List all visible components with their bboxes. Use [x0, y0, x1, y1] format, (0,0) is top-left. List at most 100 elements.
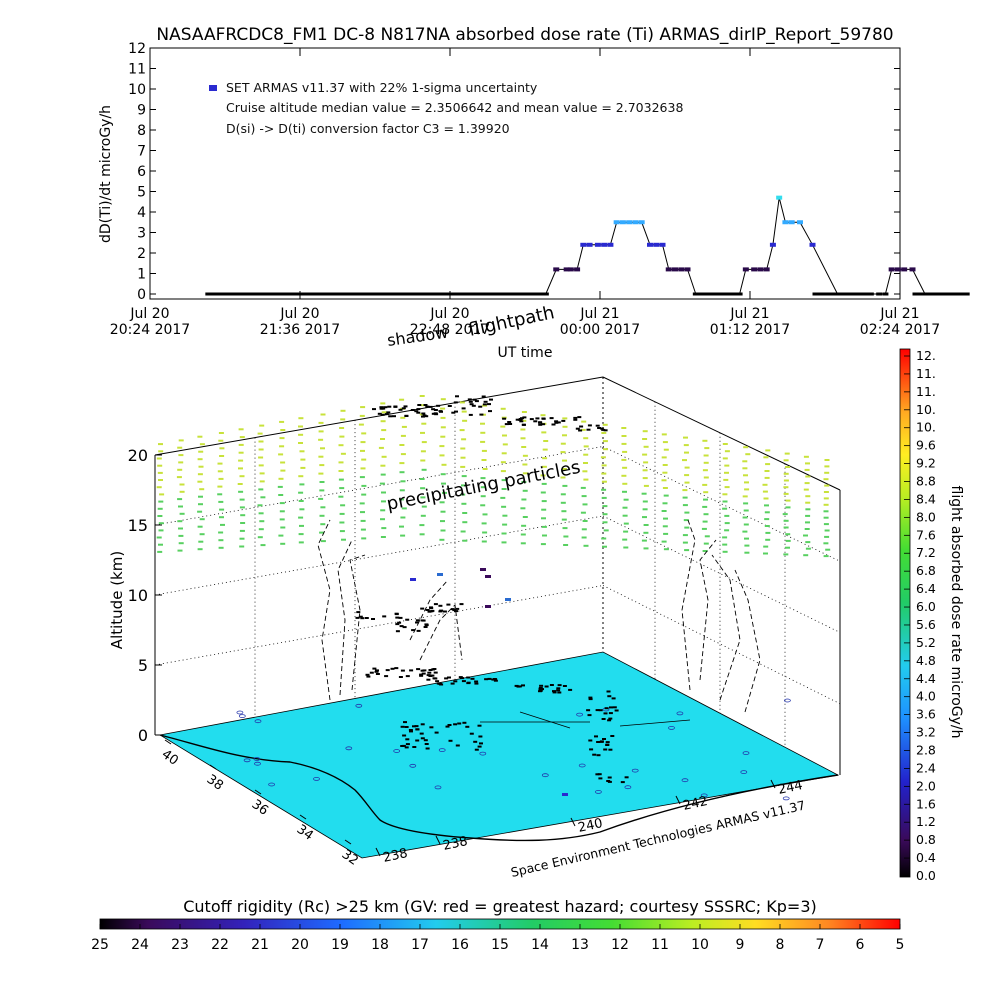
grid-line-right [602, 515, 841, 633]
particle-dash [764, 518, 770, 521]
y-tick-label: 8 [137, 123, 146, 139]
particle-dash [823, 516, 829, 519]
flight-point [599, 427, 604, 430]
particle-dash [480, 486, 486, 489]
flight-point [502, 417, 507, 420]
altitude-ticks: 0 5 10 15 20 [128, 446, 162, 745]
particle-dash [621, 435, 627, 437]
particle-dash [158, 443, 163, 446]
particle-dash [744, 537, 749, 540]
flight-point [561, 419, 566, 422]
y-tick-label: 4 [137, 205, 146, 221]
flight-point [381, 407, 386, 410]
particle-dash [339, 487, 345, 490]
particle-dash [643, 445, 649, 448]
ground-contour [576, 712, 583, 717]
particle-dash [823, 497, 829, 500]
particle-dash [622, 506, 628, 509]
particle-dash [238, 490, 244, 493]
series-point [553, 267, 560, 272]
particle-dash [299, 524, 304, 527]
series-point [901, 267, 908, 272]
particle-dash [825, 548, 831, 551]
flight-point [471, 404, 476, 407]
flight-point [400, 725, 405, 728]
particle-dash [522, 516, 528, 518]
particle-dash [583, 445, 589, 448]
particle-dash [442, 491, 447, 494]
series-point [809, 242, 816, 247]
flight-point [403, 405, 408, 408]
particle-dash [663, 517, 668, 520]
x-tick-label-time: 20:24 2017 [110, 322, 190, 338]
flight-point [519, 420, 524, 423]
dose-tick-label: 2.0 [916, 778, 936, 793]
flight-point [429, 610, 434, 613]
particle-dash [623, 546, 629, 549]
series-point [876, 292, 883, 296]
particle-dash [158, 479, 163, 481]
flight-point [375, 673, 380, 675]
particle-dash [338, 470, 344, 472]
particle-dash [299, 483, 305, 486]
flight-point [444, 677, 449, 680]
particle-dash [239, 475, 245, 478]
particle-dash [440, 510, 446, 513]
flight-point [447, 724, 452, 726]
particle-dash [684, 549, 690, 552]
dose-tick-label: 6.8 [916, 563, 936, 578]
flight-point [540, 688, 544, 691]
particle-dash [421, 505, 427, 508]
rigidity-colorbar-label: Cutoff rigidity (Rc) >25 km (GV: red = g… [183, 897, 817, 916]
particle-dash [219, 508, 225, 511]
flight-point [434, 731, 439, 734]
x-tick-label-date: Jul 20 [429, 306, 469, 322]
flight-point [608, 712, 613, 715]
particle-dash [380, 518, 385, 521]
particle-dash [765, 531, 771, 534]
rigidity-tick-label: 12 [611, 937, 629, 953]
flight-point [472, 398, 477, 401]
flight-point [384, 413, 389, 416]
x-tick-label-date: Jul 21 [579, 306, 619, 322]
particle-dash [622, 482, 628, 485]
flight-point [508, 423, 513, 425]
series-point [909, 267, 916, 272]
particle-dash [257, 504, 263, 507]
particle-dash [722, 543, 728, 546]
particle-dash [177, 549, 183, 552]
flight-point [611, 697, 616, 700]
flight-point [562, 685, 567, 687]
flight-point [453, 680, 458, 683]
flight-point [533, 420, 538, 423]
particle-dash [580, 428, 586, 431]
particle-dash [158, 543, 163, 546]
flight-point [483, 400, 488, 403]
particle-dash [520, 437, 526, 440]
particle-dash [722, 500, 728, 503]
particle-dash [824, 484, 830, 487]
particle-dash [199, 518, 205, 521]
flight-point [587, 714, 592, 717]
flight-point [589, 748, 594, 751]
particle-dash [259, 520, 265, 523]
particle-dash [238, 459, 244, 462]
particle-dash [642, 508, 648, 511]
particle-dash [501, 452, 507, 455]
particle-dash [661, 433, 667, 436]
series-point [607, 242, 614, 247]
box-top-right-edge [602, 376, 841, 491]
series-point [567, 267, 574, 272]
rigidity-tick-label: 20 [291, 937, 309, 953]
particle-dash [600, 456, 606, 459]
flight-point [482, 403, 487, 406]
particle-dash [722, 550, 728, 553]
series-point [601, 242, 608, 247]
particle-dash [440, 407, 446, 410]
flight-point [421, 672, 426, 675]
particle-dash [803, 455, 809, 458]
particle-dash [562, 417, 568, 420]
particle-dash [360, 511, 365, 514]
